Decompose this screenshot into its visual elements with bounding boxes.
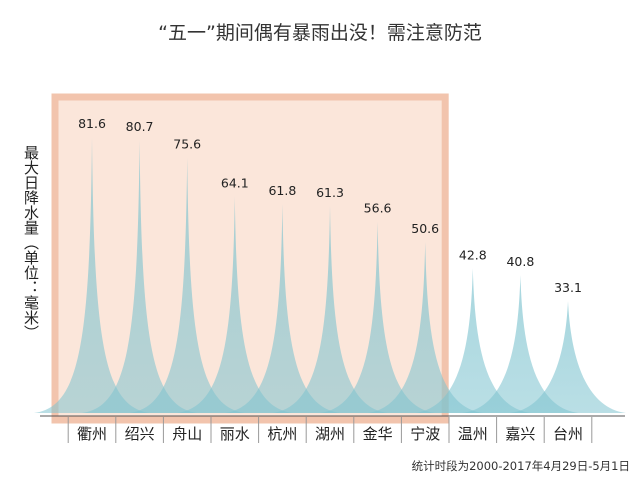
peak-杭州 xyxy=(224,204,341,413)
peak-舟山 xyxy=(129,157,246,413)
value-label: 33.1 xyxy=(554,280,582,295)
peak-宁波 xyxy=(367,241,484,413)
peak-金华 xyxy=(319,221,436,413)
peak-台州 xyxy=(510,301,626,413)
value-label: 61.3 xyxy=(316,185,344,200)
value-label: 80.7 xyxy=(126,119,154,134)
peak-衢州 xyxy=(34,137,150,413)
category-label: 宁波 xyxy=(410,425,440,443)
value-label: 56.6 xyxy=(364,201,392,216)
peak-丽水 xyxy=(176,196,293,413)
y-axis-label: 最大日降水量（单位：毫米） xyxy=(22,145,40,340)
category-label: 杭州 xyxy=(267,425,297,443)
value-label: 42.8 xyxy=(459,247,487,262)
value-label: 61.8 xyxy=(268,183,296,198)
peaks-layer xyxy=(34,137,626,413)
peak-湖州 xyxy=(272,205,388,413)
category-label: 丽水 xyxy=(220,425,250,443)
chart-title: “五一”期间偶有暴雨出没！需注意防范 xyxy=(158,22,482,44)
value-label: 50.6 xyxy=(411,221,439,236)
value-label: 40.8 xyxy=(506,254,534,269)
peak-温州 xyxy=(414,268,531,413)
category-label: 温州 xyxy=(458,425,488,443)
value-label: 64.1 xyxy=(221,175,249,190)
category-label: 台州 xyxy=(553,425,583,443)
peak-绍兴 xyxy=(81,140,198,413)
value-label: 81.6 xyxy=(78,116,106,131)
category-label: 嘉兴 xyxy=(505,425,535,443)
category-label: 金华 xyxy=(363,425,393,443)
category-label: 舟山 xyxy=(172,425,202,443)
labels-layer: 81.6 衢州 80.7 绍兴 75.6 舟山 64.1 丽水 61.8 杭州 61.3 湖州 56.6… xyxy=(67,116,593,443)
peak-嘉兴 xyxy=(462,275,579,413)
category-label: 湖州 xyxy=(315,425,345,443)
category-label: 绍兴 xyxy=(125,425,155,443)
value-label: 75.6 xyxy=(173,136,201,151)
category-label: 衢州 xyxy=(77,425,107,443)
source-note: 统计时段为2000-2017年4月29日-5月1日 xyxy=(411,459,630,473)
